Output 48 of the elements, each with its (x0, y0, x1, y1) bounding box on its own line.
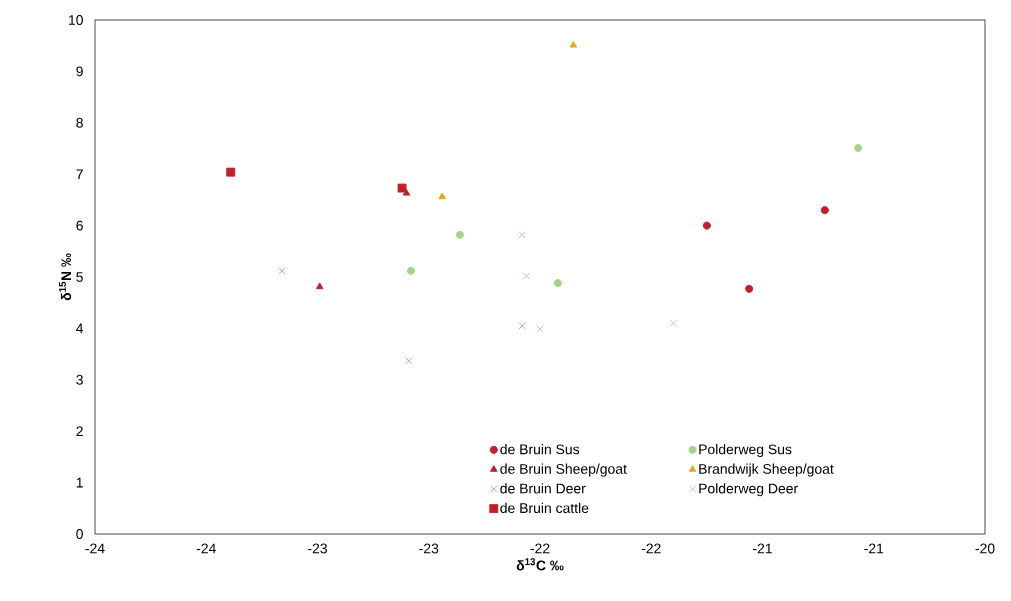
y-tick-label: 0 (76, 529, 83, 539)
y-tick-label: 7 (76, 169, 83, 179)
point (518, 322, 526, 330)
x-tick-label: -20 (975, 543, 995, 554)
legend-label: de Bruin Sus (500, 444, 580, 455)
y-tick-label: 2 (76, 426, 83, 437)
x-tick-label: -22 (530, 543, 550, 554)
y-tick-label: 10 (69, 15, 83, 25)
y-tick-label: 9 (76, 66, 83, 77)
y-tick-label: 1 (76, 477, 83, 488)
point (553, 279, 562, 288)
y-tick-label: 6 (76, 220, 83, 231)
legend-label: de Bruin Deer (500, 483, 586, 494)
legend-label: Polderweg Deer (699, 483, 798, 497)
legend-label: Polderweg Sus (699, 444, 792, 458)
x-tick-label: -21 (753, 543, 772, 554)
y-tick-label: 5 (76, 272, 83, 282)
x-tick-label: -22 (641, 543, 661, 554)
point (315, 282, 324, 290)
point (406, 266, 415, 275)
x-tick-label: -21 (864, 543, 884, 554)
legend-label: Brandwijk Sheep/goat (699, 463, 834, 477)
y-tick-label: 8 (76, 117, 83, 128)
point (669, 319, 678, 327)
y-tick-label: 3 (76, 374, 83, 385)
y-tick-label: 4 (76, 323, 84, 334)
point (536, 325, 544, 333)
x-tick-label: -23 (419, 543, 439, 554)
point (438, 192, 446, 200)
point (702, 221, 711, 230)
legend-label: de Bruin Sheep/goat (500, 463, 627, 477)
y-axis-title: δ$^{15}$N ‰ (59, 253, 72, 301)
point (523, 272, 531, 280)
x-axis-title: δ$^{13}$C ‰ (516, 558, 564, 571)
point (854, 143, 863, 153)
point (226, 167, 236, 177)
point (278, 267, 286, 275)
point (518, 231, 526, 239)
point (397, 183, 407, 193)
point (820, 206, 829, 215)
x-tick-label: -23 (308, 543, 327, 554)
point (745, 284, 754, 293)
legend-label: de Bruin cattle (500, 502, 589, 514)
point (405, 357, 413, 365)
x-tick-label: -24 (196, 543, 216, 554)
point (455, 230, 464, 239)
x-tick-label: -24 (85, 543, 105, 554)
point (569, 40, 578, 48)
